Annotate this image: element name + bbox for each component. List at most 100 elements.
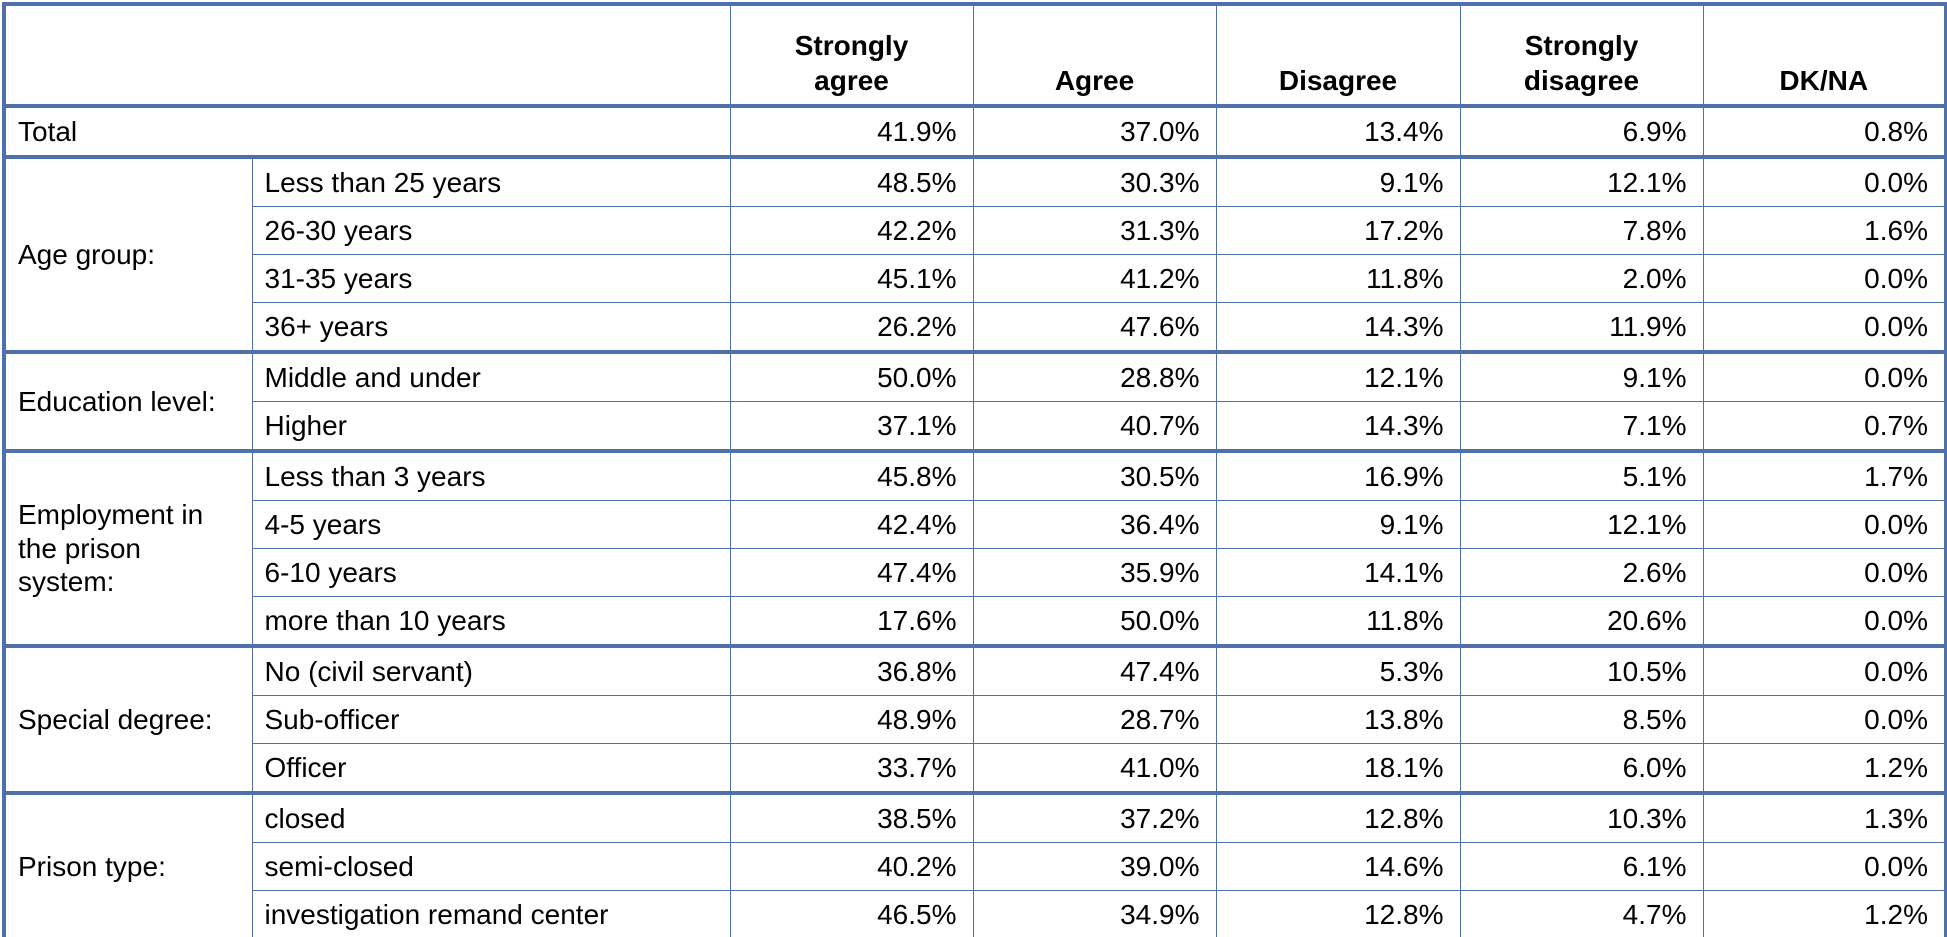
value-cell: 12.1% — [1459, 500, 1704, 549]
column-header: Strongly agree — [729, 3, 974, 107]
value-cell: 1.6% — [1702, 206, 1947, 255]
value-cell: 41.0% — [972, 743, 1217, 794]
value-cell: 39.0% — [972, 842, 1217, 891]
total-row: Total 41.9% 37.0% 13.4% 6.9% 0.8% — [3, 104, 1947, 158]
row-label: Middle and under — [251, 350, 731, 402]
data-row: investigation remand center 46.5% 34.9% 12.… — [4, 890, 1947, 937]
data-row: Special degree: No (civil servant) 36.8% 47… — [3, 644, 1947, 794]
value-cell: 9.1% — [1215, 155, 1461, 207]
value-cell: 14.3% — [1215, 302, 1461, 353]
data-row: semi-closed 40.2% 39.0% 14.6% 6.1% 0.0% — [4, 842, 1947, 891]
row-label: Less than 25 years — [251, 155, 731, 207]
value-cell: 41.9% — [729, 104, 974, 158]
value-cell: 9.1% — [1459, 350, 1704, 402]
column-header-text: Strongly disagree — [1523, 30, 1640, 96]
value-cell: 10.5% — [1459, 644, 1704, 696]
group-label: Age group: — [3, 155, 253, 353]
value-cell: 10.3% — [1459, 791, 1704, 843]
value-cell: 37.2% — [972, 791, 1217, 843]
group-label: Special degree: — [3, 644, 253, 794]
value-cell: 12.1% — [1459, 155, 1704, 207]
value-cell: 0.0% — [1702, 695, 1947, 744]
value-cell: 1.3% — [1702, 791, 1947, 843]
row-label: Higher — [251, 401, 731, 452]
value-cell: 11.8% — [1215, 254, 1461, 303]
value-cell: 14.3% — [1215, 401, 1461, 452]
group-label: Education level: — [3, 350, 253, 452]
row-label: 4-5 years — [251, 500, 731, 549]
value-cell: 47.6% — [972, 302, 1217, 353]
value-cell: 14.6% — [1215, 842, 1461, 891]
value-cell: 42.2% — [729, 206, 974, 255]
data-row: Prison type: closed 38.5% 37.2% 12.8% 10.3% 1.… — [3, 791, 1947, 937]
value-cell: 41.2% — [972, 254, 1217, 303]
value-cell: 37.0% — [972, 104, 1217, 158]
value-cell: 50.0% — [972, 596, 1217, 647]
value-cell: 12.8% — [1215, 791, 1461, 843]
value-cell: 28.7% — [972, 695, 1217, 744]
corner-cell — [3, 3, 731, 107]
row-label: Sub-officer — [251, 695, 731, 744]
column-header-text: Disagree — [1278, 65, 1398, 96]
value-cell: 12.8% — [1215, 890, 1461, 937]
value-cell: 50.0% — [729, 350, 974, 402]
data-row: Age group: Less than 25 years 48.5% 30.3% 9.… — [3, 155, 1947, 353]
value-cell: 42.4% — [729, 500, 974, 549]
value-cell: 0.0% — [1702, 350, 1947, 402]
value-cell: 31.3% — [972, 206, 1217, 255]
value-cell: 1.2% — [1702, 743, 1947, 794]
value-cell: 46.5% — [729, 890, 974, 937]
value-cell: 17.6% — [729, 596, 974, 647]
value-cell: 12.1% — [1215, 350, 1461, 402]
value-cell: 30.3% — [972, 155, 1217, 207]
value-cell: 2.6% — [1459, 548, 1704, 597]
total-label: Total — [3, 104, 731, 158]
value-cell: 1.2% — [1702, 890, 1947, 937]
value-cell: 2.0% — [1459, 254, 1704, 303]
value-cell: 45.1% — [729, 254, 974, 303]
value-cell: 0.0% — [1702, 155, 1947, 207]
value-cell: 47.4% — [729, 548, 974, 597]
value-cell: 34.9% — [972, 890, 1217, 937]
value-cell: 14.1% — [1215, 548, 1461, 597]
value-cell: 11.9% — [1459, 302, 1704, 353]
value-cell: 30.5% — [972, 449, 1217, 501]
value-cell: 1.7% — [1702, 449, 1947, 501]
data-row: Higher 37.1% 40.7% 14.3% 7.1% 0.7% — [4, 401, 1947, 452]
value-cell: 40.7% — [972, 401, 1217, 452]
value-cell: 0.0% — [1702, 254, 1947, 303]
data-row: 31-35 years 45.1% 41.2% 11.8% 2.0% 0.0% — [4, 254, 1947, 303]
value-cell: 13.4% — [1215, 104, 1461, 158]
value-cell: 28.8% — [972, 350, 1217, 402]
row-label: 26-30 years — [251, 206, 731, 255]
value-cell: 11.8% — [1215, 596, 1461, 647]
row-label: 36+ years — [251, 302, 731, 353]
value-cell: 0.7% — [1702, 401, 1947, 452]
value-cell: 7.8% — [1459, 206, 1704, 255]
data-row: 26-30 years 42.2% 31.3% 17.2% 7.8% 1.6% — [4, 206, 1947, 255]
value-cell: 16.9% — [1215, 449, 1461, 501]
data-row: more than 10 years 17.6% 50.0% 11.8% 20.6% 0.… — [4, 596, 1947, 647]
row-label: 31-35 years — [251, 254, 731, 303]
value-cell: 47.4% — [972, 644, 1217, 696]
row-label: more than 10 years — [251, 596, 731, 647]
data-row: Education level: Middle and under 50.0% 28.… — [3, 350, 1947, 452]
data-row: Officer 33.7% 41.0% 18.1% 6.0% 1.2% — [4, 743, 1947, 794]
value-cell: 9.1% — [1215, 500, 1461, 549]
value-cell: 6.0% — [1459, 743, 1704, 794]
value-cell: 36.4% — [972, 500, 1217, 549]
value-cell: 0.0% — [1702, 548, 1947, 597]
data-row: 36+ years 26.2% 47.6% 14.3% 11.9% 0.0% — [4, 302, 1947, 353]
value-cell: 20.6% — [1459, 596, 1704, 647]
data-row: 6-10 years 47.4% 35.9% 14.1% 2.6% 0.0% — [4, 548, 1947, 597]
value-cell: 8.5% — [1459, 695, 1704, 744]
value-cell: 35.9% — [972, 548, 1217, 597]
value-cell: 26.2% — [729, 302, 974, 353]
value-cell: 13.8% — [1215, 695, 1461, 744]
data-row: Employment in the prison system: Less tha… — [3, 449, 1947, 647]
value-cell: 33.7% — [729, 743, 974, 794]
value-cell: 0.0% — [1702, 644, 1947, 696]
column-header-text: Agree — [1054, 65, 1135, 96]
